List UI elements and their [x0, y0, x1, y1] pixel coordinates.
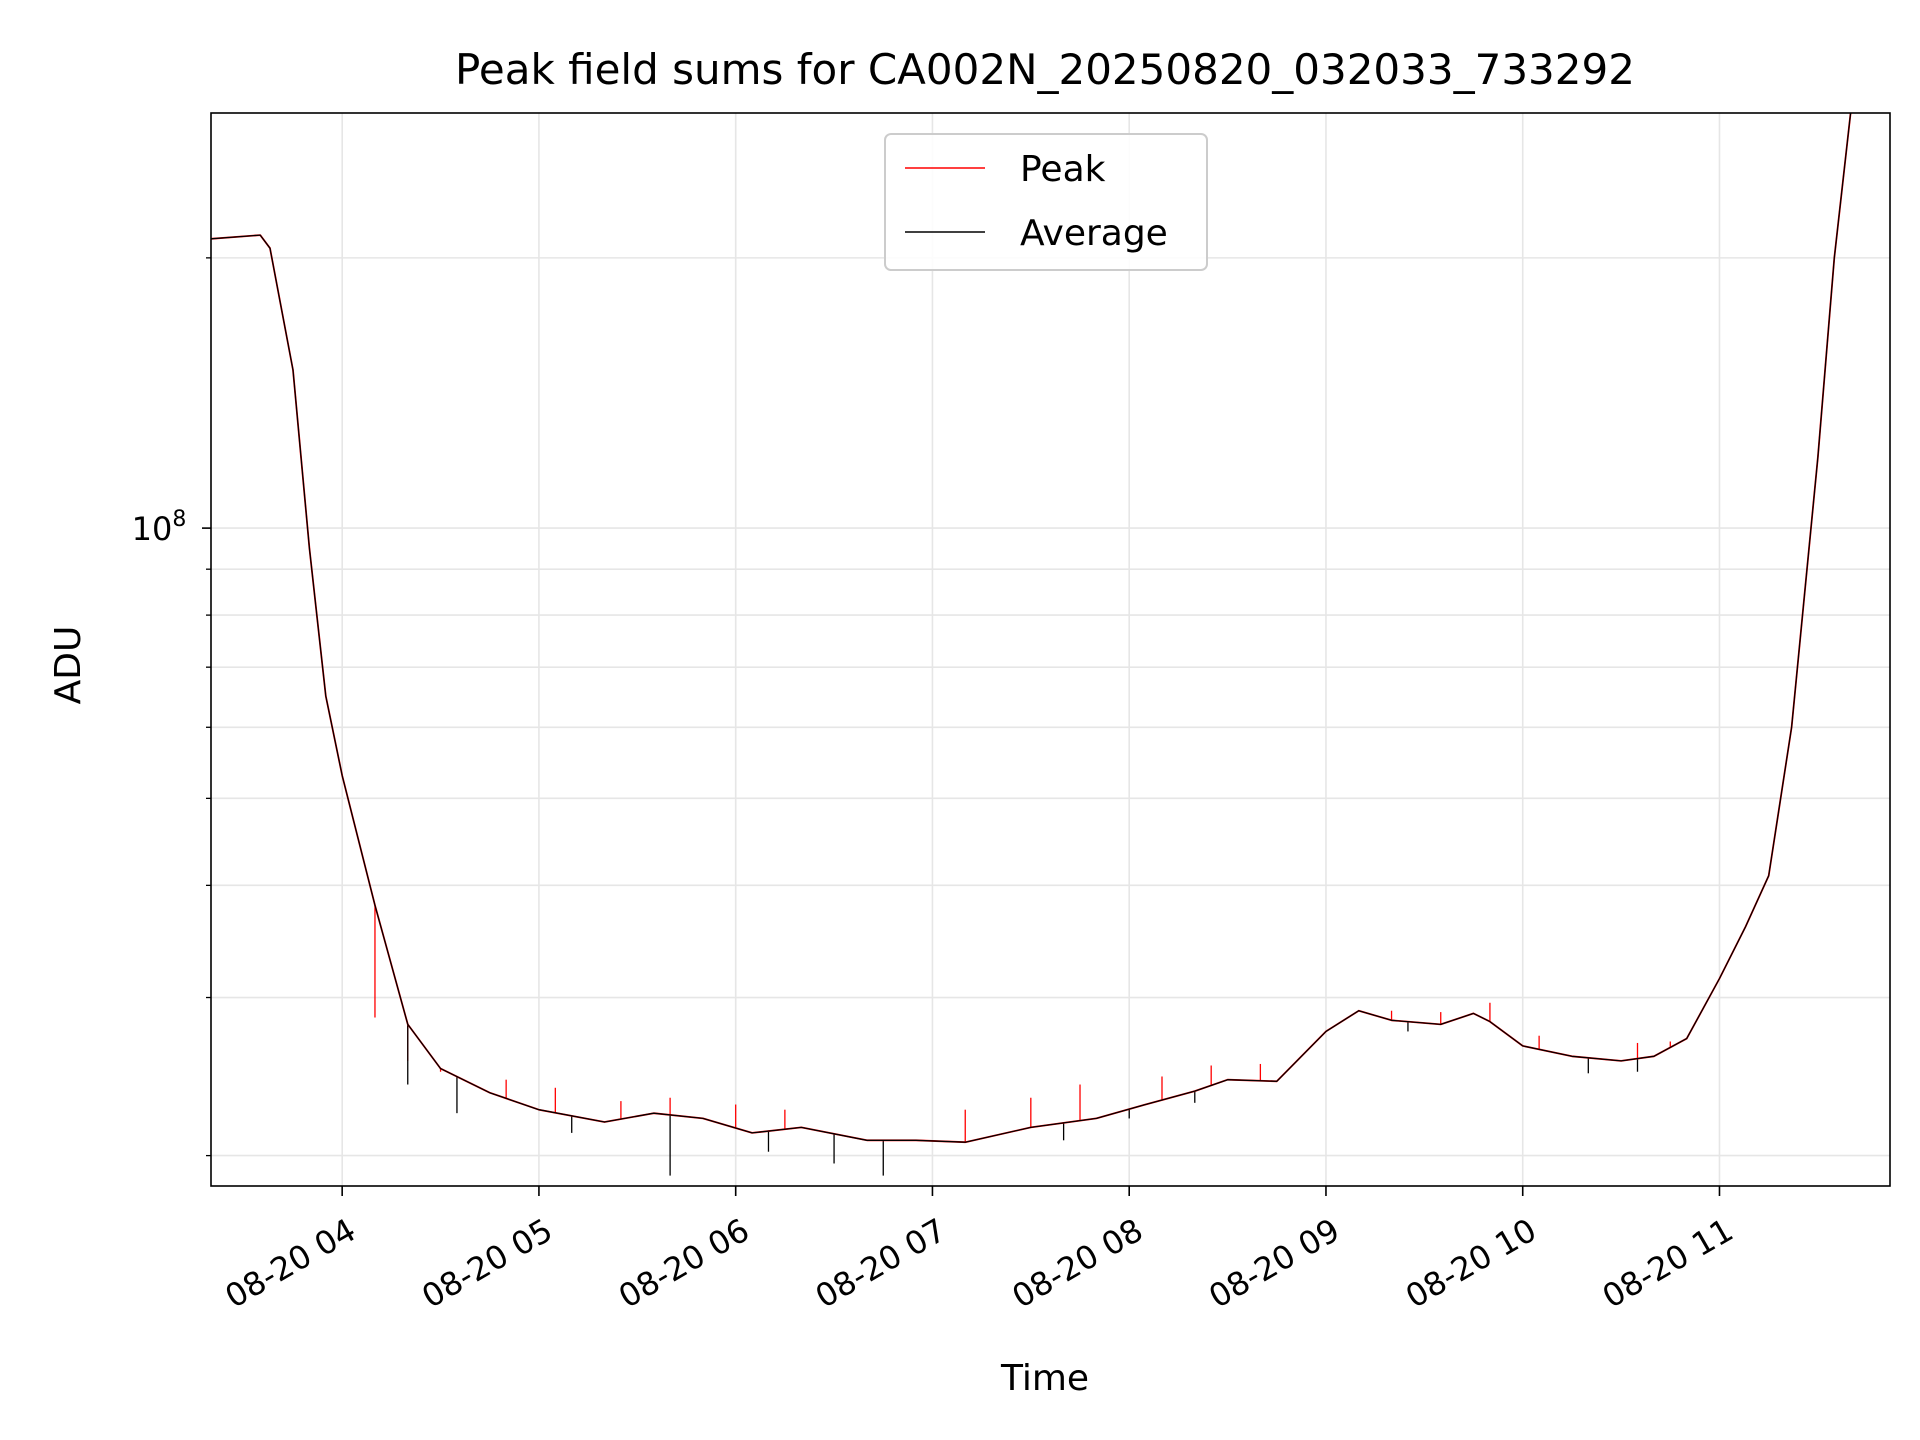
chart-title: Peak field sums for CA002N_20250820_0320… — [455, 45, 1635, 94]
y-axis-label: ADU — [48, 626, 89, 705]
grid — [211, 113, 1890, 1186]
y-tick-label: 108 — [132, 507, 187, 548]
plot-frame — [210, 112, 1891, 1187]
series-group — [211, 113, 1852, 1176]
series-area — [211, 113, 1852, 1176]
legend: Peak Average — [884, 133, 1208, 271]
legend-peak-label: Peak — [1020, 149, 1106, 190]
x-axis-label: Time — [1000, 1358, 1089, 1399]
legend-average-label: Average — [1020, 213, 1168, 254]
average-series-line — [211, 113, 1852, 1143]
